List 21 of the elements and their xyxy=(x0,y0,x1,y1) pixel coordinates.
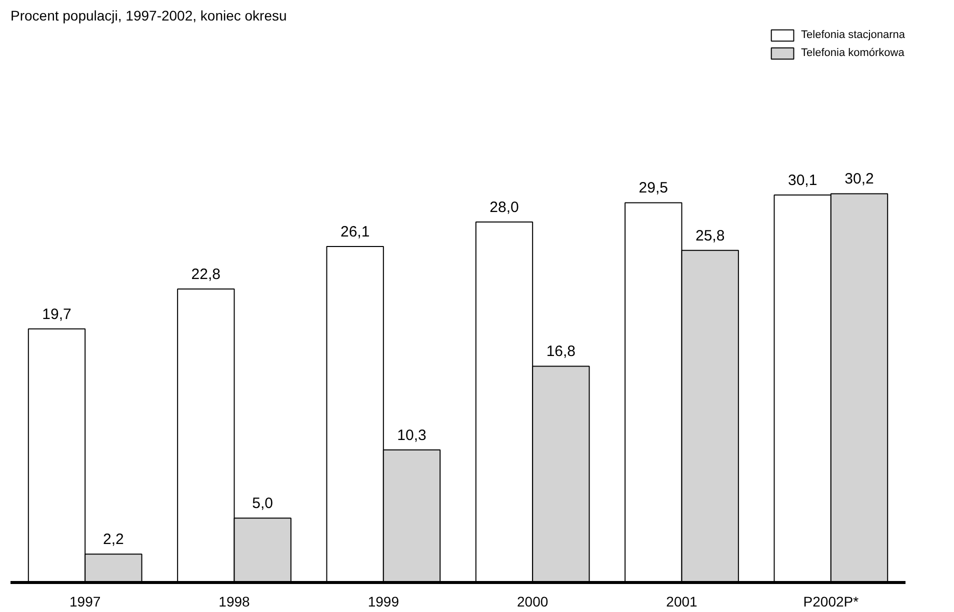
data-label: 30,2 xyxy=(844,170,874,188)
data-label: 29,5 xyxy=(638,180,668,197)
data-label: 28,0 xyxy=(490,199,519,216)
legend-label: Telefonia komórkowa xyxy=(801,46,904,60)
data-label: 22,8 xyxy=(191,266,221,283)
data-label: 30,1 xyxy=(788,172,818,190)
data-label: 19,7 xyxy=(42,306,72,323)
x-tick-label: 1998 xyxy=(218,594,250,610)
data-label: 25,8 xyxy=(695,227,725,244)
data-label: 2,2 xyxy=(103,531,124,548)
legend-label: Telefonia stacjonarna xyxy=(801,28,905,42)
data-label: 26,1 xyxy=(340,224,370,241)
x-tick-label: 1999 xyxy=(368,594,400,610)
chart-title: Procent populacji, 1997-2002, koniec okresu xyxy=(10,8,287,24)
data-label: 5,0 xyxy=(252,495,274,512)
x-tick-label: P2002P* xyxy=(803,594,860,610)
data-label: 16,8 xyxy=(546,343,576,360)
x-tick-label: 1997 xyxy=(70,594,101,610)
x-tick-label: 2000 xyxy=(517,594,548,610)
data-label: 10,3 xyxy=(397,426,426,444)
x-tick-label: 2001 xyxy=(666,594,698,610)
